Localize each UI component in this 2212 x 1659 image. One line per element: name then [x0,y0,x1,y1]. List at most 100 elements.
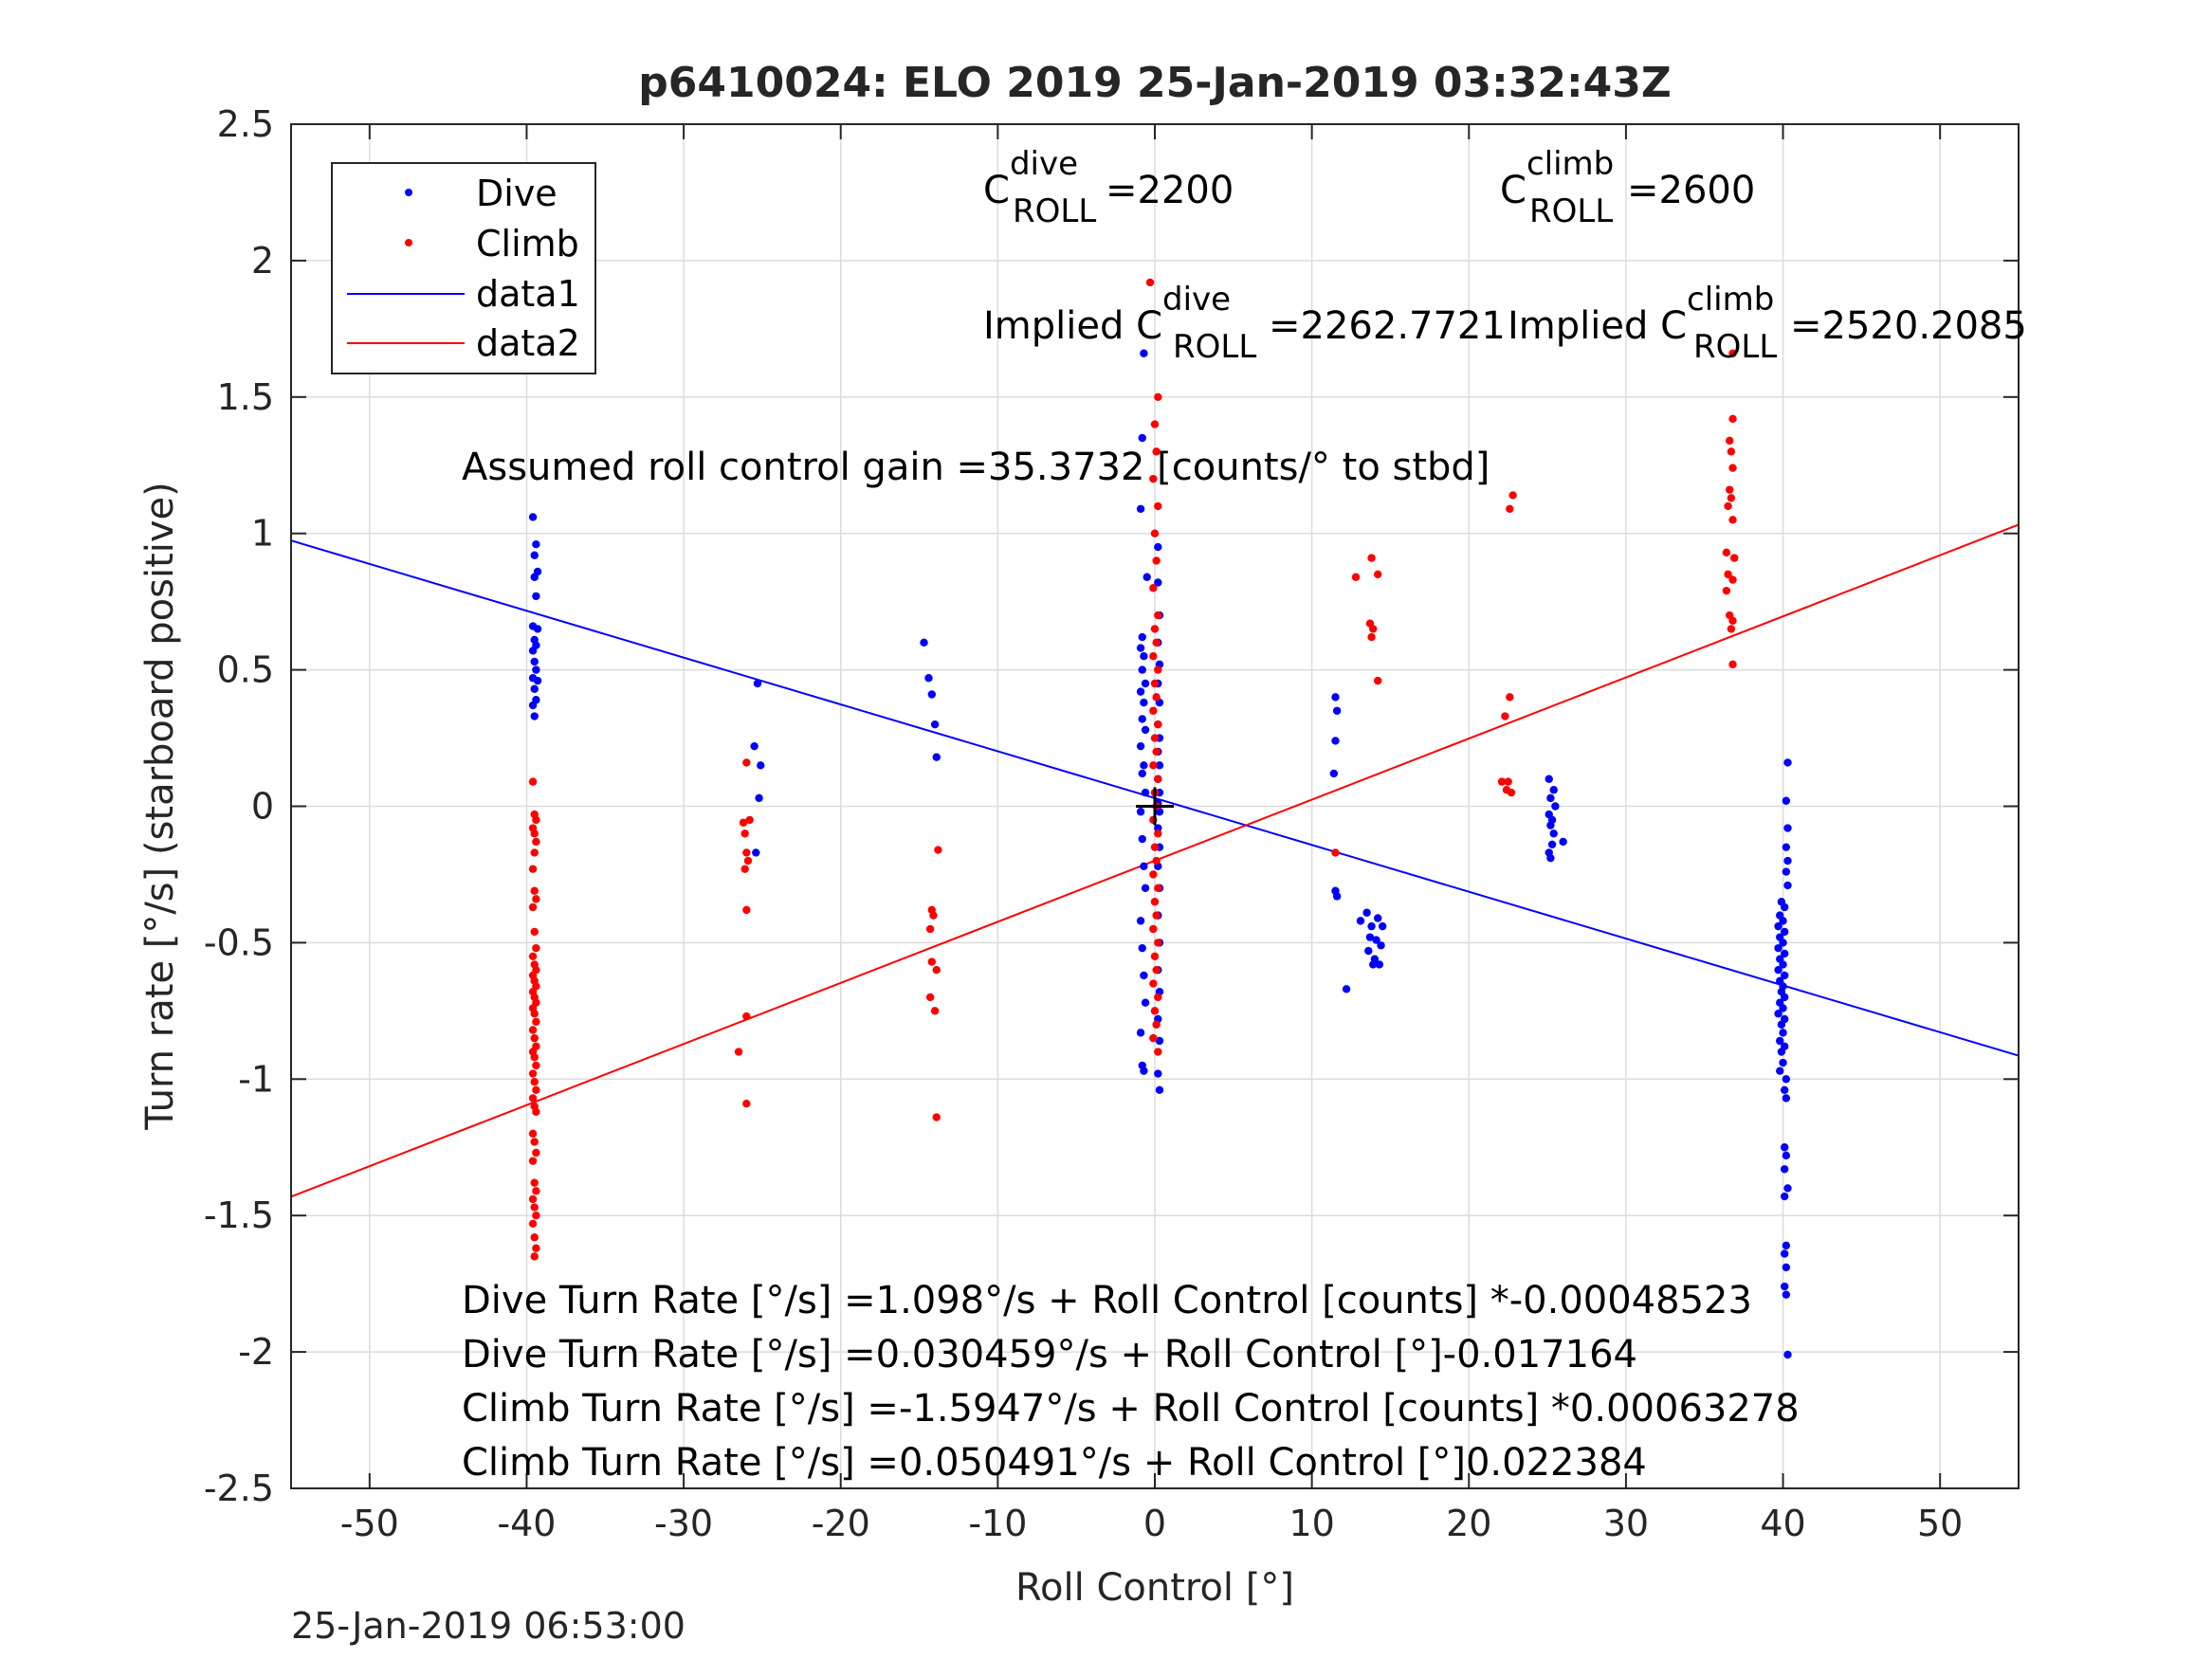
climb-point [1506,504,1514,513]
climb-point [1149,652,1158,661]
climb-point [1154,720,1162,729]
dive-point [1779,1029,1787,1037]
dive-point [1549,830,1558,838]
dive-point [530,712,539,720]
climb-point [1724,570,1732,579]
dive-point [530,573,539,581]
climb-point [1149,761,1158,770]
climb-point [1150,734,1160,742]
dive-point [1136,741,1145,751]
dive-point [1136,504,1145,513]
legend-climb-label: Climb [476,223,579,264]
dive-point [1138,834,1146,844]
dive-point [1782,843,1791,851]
dive-point [1781,971,1789,980]
climb-point [1331,848,1340,857]
climb-point [1149,979,1158,988]
dive-point [1781,1282,1789,1291]
dive-point [1779,1058,1787,1067]
climb-point [1729,554,1739,562]
climb-point [1506,693,1514,702]
x-tick-label: -20 [812,1503,870,1544]
dive-point [757,761,765,770]
dive-point [930,720,940,729]
gain-annotation: Assumed roll control gain =35.3732 [coun… [462,446,1490,489]
climb-point [1150,679,1160,688]
y-tick-label: -2.5 [204,1468,274,1509]
dive-point [1777,1020,1786,1029]
climb-point [1369,625,1378,633]
climb-point [530,886,539,895]
dive-point [1136,808,1145,816]
climb-point [1727,447,1736,456]
dive-point [1364,946,1373,956]
dive-point [1781,993,1789,1002]
dive-point [1143,573,1151,581]
climb-point [532,1017,540,1027]
dive-point [1332,892,1342,901]
climb-point [739,818,748,827]
implied-c-dive-annotation: Implied Cdive ROLL =2262.7721 [983,281,1506,366]
c-climb-annotation: Cclimb ROLL =2600 [1500,145,1755,230]
dive-point [1136,1029,1145,1037]
dive-point [530,551,539,559]
x-tick-label: -40 [497,1503,556,1544]
dive-point [1547,840,1557,848]
climb-point [1150,952,1160,960]
dive-point [1138,769,1146,778]
climb-point [1145,278,1155,287]
dive-point [1140,349,1148,357]
x-tick-label: -10 [968,1503,1027,1544]
y-tick-label: 0.5 [217,649,274,691]
climb-point [1727,494,1736,502]
dive-point [1781,902,1789,912]
climb-point [1154,939,1162,947]
climb-point [1367,554,1376,562]
legend-climb-marker [405,239,412,246]
annotations: Cdive ROLL =2200 Cclimb ROLL =2600 Implied C… [462,145,2027,1485]
climb-point [530,1178,539,1187]
climb-point [734,1048,743,1056]
dive-point [1342,985,1351,994]
dive-point [755,793,763,803]
dive-point [1545,775,1553,783]
equation-climb-degrees: Climb Turn Rate [°/s] =0.050491°/s + Rol… [462,1441,1647,1485]
dive-point [1782,1094,1791,1103]
climb-point [532,815,540,825]
x-tick-label: 10 [1289,1503,1334,1544]
dive-point [1141,679,1150,688]
dive-point [927,690,936,699]
dive-point [1783,824,1792,832]
climb-point [1149,584,1158,592]
climb-point [932,1113,941,1121]
dive-point [1154,542,1162,552]
dive-point [1549,786,1558,794]
climb-point [745,815,754,825]
dive-point [1783,881,1792,890]
climb-point [925,993,935,1002]
climb-point [1154,830,1162,838]
climb-point [1154,993,1162,1002]
dive-point [1559,837,1567,847]
dive-point [1783,1350,1792,1359]
dive-point [1782,1290,1791,1299]
dive-point [1782,1241,1791,1250]
dive-point [528,701,538,710]
c-dive-annotation: Cdive ROLL =2200 [983,145,1234,230]
climb-point [1154,1048,1162,1056]
dive-point [752,848,760,857]
climb-point [1367,632,1376,642]
climb-point [1152,693,1161,702]
climb-point [1724,501,1732,511]
dive-point [1781,1165,1789,1174]
climb-point [1351,573,1361,581]
climb-point [1152,747,1161,757]
dive-point [1776,1036,1784,1046]
climb-point [530,1033,539,1043]
climb-point [1504,777,1512,786]
climb-point [1728,516,1737,524]
climb-point [1154,884,1162,893]
climb-point [1374,676,1382,685]
plot-data [290,278,2020,1359]
climb-point [530,1053,539,1062]
